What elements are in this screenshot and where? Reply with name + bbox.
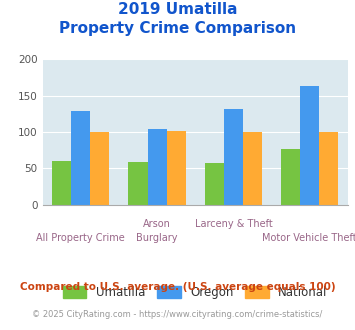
- Text: Property Crime Comparison: Property Crime Comparison: [59, 21, 296, 36]
- Text: Arson: Arson: [143, 219, 171, 229]
- Text: Burglary: Burglary: [136, 233, 178, 243]
- Text: All Property Crime: All Property Crime: [36, 233, 125, 243]
- Bar: [148, 129, 166, 205]
- Bar: [319, 132, 338, 205]
- Legend: Umatilla, Oregon, National: Umatilla, Oregon, National: [63, 286, 328, 299]
- Bar: [166, 131, 186, 205]
- Text: Motor Vehicle Theft: Motor Vehicle Theft: [262, 233, 355, 243]
- Bar: [129, 162, 148, 205]
- Text: © 2025 CityRating.com - https://www.cityrating.com/crime-statistics/: © 2025 CityRating.com - https://www.city…: [32, 310, 323, 319]
- Text: Compared to U.S. average. (U.S. average equals 100): Compared to U.S. average. (U.S. average …: [20, 282, 335, 292]
- Bar: [300, 86, 319, 205]
- Bar: [71, 111, 90, 205]
- Bar: [243, 132, 262, 205]
- Text: 2019 Umatilla: 2019 Umatilla: [118, 2, 237, 16]
- Bar: [52, 161, 71, 205]
- Bar: [224, 110, 243, 205]
- Bar: [90, 132, 109, 205]
- Bar: [205, 163, 224, 205]
- Text: Larceny & Theft: Larceny & Theft: [195, 219, 272, 229]
- Bar: [281, 149, 300, 205]
